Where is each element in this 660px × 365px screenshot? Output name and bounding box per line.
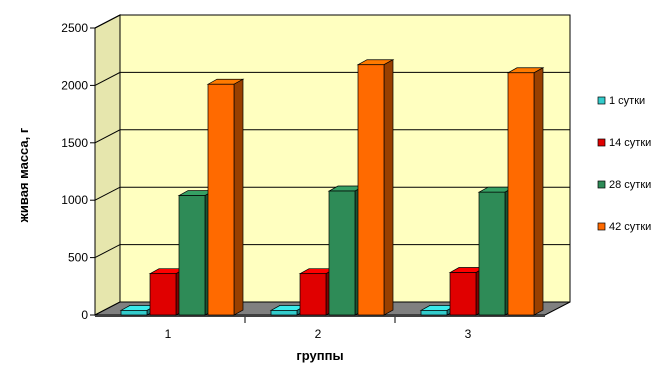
bars — [119, 59, 545, 316]
bar-front — [120, 310, 148, 316]
bar-front — [178, 195, 206, 316]
bar-front — [328, 190, 356, 316]
bar-front — [299, 273, 327, 316]
gridline — [94, 14, 570, 29]
bar-front — [507, 72, 535, 316]
bar-side — [233, 78, 244, 316]
y-axis-ticks: 0 500 1000 1500 2000 2500 — [61, 21, 96, 322]
bar-front — [149, 273, 177, 316]
bar-front — [357, 64, 385, 316]
gridline — [94, 129, 570, 144]
x-axis-title: группы — [296, 348, 343, 363]
floor-edge — [95, 315, 545, 317]
x-tick-label: 3 — [465, 327, 472, 341]
bar — [206, 78, 245, 316]
legend-swatch — [597, 138, 606, 147]
bar-front — [270, 310, 298, 316]
x-axis-ticks: 1 2 3 — [165, 317, 472, 341]
bar-front — [449, 272, 477, 316]
legend-label: 42 сутки — [609, 221, 651, 233]
x-tick-label: 1 — [165, 327, 172, 341]
legend-label: 14 сутки — [609, 137, 651, 149]
bar-front — [420, 310, 448, 316]
bar — [506, 67, 545, 316]
y-axis-title: живая масса, г — [16, 127, 31, 223]
bar-front — [207, 83, 235, 316]
bar-front — [478, 191, 506, 316]
legend-swatch — [597, 96, 606, 105]
gridline — [94, 186, 570, 201]
gridline — [94, 244, 570, 259]
gridlines — [94, 14, 570, 259]
legend: 1 сутки 14 сутки 28 сутки 42 сутки — [597, 95, 651, 233]
bar-side — [533, 67, 544, 316]
y-tick-label: 0 — [81, 308, 88, 322]
side-wall — [94, 14, 121, 316]
legend-swatch — [597, 222, 606, 231]
legend-swatch — [597, 180, 606, 189]
bar — [356, 59, 395, 316]
legend-label: 28 сутки — [609, 179, 651, 191]
y-tick-label: 2500 — [61, 21, 88, 35]
y-tick-label: 1500 — [61, 136, 88, 150]
y-tick-label: 2000 — [61, 78, 88, 92]
bar-side — [383, 59, 394, 316]
y-tick-label: 500 — [68, 251, 88, 265]
gridline — [94, 71, 570, 86]
y-tick-label: 1000 — [61, 193, 88, 207]
x-tick-label: 2 — [315, 327, 322, 341]
legend-label: 1 сутки — [609, 95, 645, 107]
